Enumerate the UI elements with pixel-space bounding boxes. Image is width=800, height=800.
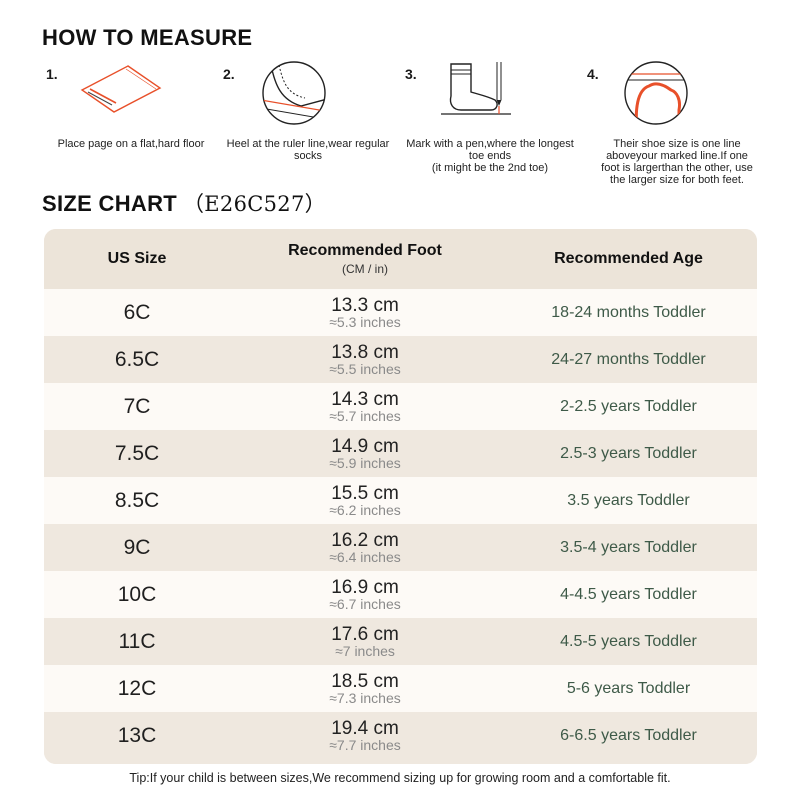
us-size-cell: 11C xyxy=(118,629,156,653)
age-cell: 4-4.5 years Toddler xyxy=(560,585,697,603)
foot-outline-icon xyxy=(624,61,688,125)
measure-step-4: 4. Their shoe size is one line aboveyour… xyxy=(587,60,757,200)
foot-inch-cell: ≈5.9 inches xyxy=(329,454,401,471)
foot-inch-cell: ≈5.5 inches xyxy=(329,360,401,377)
step-number: 4. xyxy=(587,66,599,82)
step-caption: Heel at the ruler line,wear regular sock… xyxy=(226,138,390,162)
table-row: 13C 19.4 cm ≈7.7 inches 6-6.5 years Toddl… xyxy=(44,712,757,764)
us-size-cell: 12C xyxy=(117,676,157,700)
table-row: 6C 13.3 cm ≈5.3 inches 18-24 months Toddl… xyxy=(44,289,757,336)
table-row: 6.5C 13.8 cm ≈5.5 inches 24-27 months Tod… xyxy=(44,336,757,383)
heel-ruler-icon xyxy=(262,61,326,125)
header-foot: Recommended Foot (CM / in) xyxy=(230,229,500,289)
foot-inch-cell: ≈6.2 inches xyxy=(329,501,401,518)
step-number: 2. xyxy=(223,66,235,82)
table-row: 11C 17.6 cm ≈7 inches 4.5-5 years Toddler xyxy=(44,618,757,665)
foot-inch-cell: ≈7 inches xyxy=(335,642,395,659)
foot-inch-cell: ≈7.7 inches xyxy=(329,736,401,753)
foot-cm-cell: 13.8 cm xyxy=(331,341,399,363)
table-row: 10C 16.9 cm ≈6.7 inches 4-4.5 years Toddl… xyxy=(44,571,757,618)
header-age: Recommended Age xyxy=(500,229,757,289)
step-number: 3. xyxy=(405,66,417,82)
foot-inch-cell: ≈7.3 inches xyxy=(329,689,401,706)
step-caption: Their shoe size is one line aboveyour ma… xyxy=(601,138,753,186)
foot-cm-cell: 14.9 cm xyxy=(331,435,399,457)
foot-inch-cell: ≈5.3 inches xyxy=(329,313,401,330)
age-cell: 6-6.5 years Toddler xyxy=(560,726,697,744)
foot-inch-cell: ≈6.4 inches xyxy=(329,548,401,565)
paper-on-floor-icon xyxy=(80,65,162,113)
foot-cm-cell: 17.6 cm xyxy=(331,623,399,645)
foot-cm-cell: 14.3 cm xyxy=(331,388,399,410)
measure-step-3: 3. Mark with a pen,where the longest toe… xyxy=(405,60,575,200)
age-cell: 4.5-5 years Toddler xyxy=(560,632,697,650)
foot-cm-cell: 18.5 cm xyxy=(331,670,399,692)
header-us-size: US Size xyxy=(44,229,230,289)
product-code: （E26C527） xyxy=(183,192,326,216)
step-caption: Mark with a pen,where the longest toe en… xyxy=(406,138,574,174)
us-size-cell: 6.5C xyxy=(114,347,160,371)
age-cell: 2.5-3 years Toddler xyxy=(560,444,697,462)
foot-inch-cell: ≈6.7 inches xyxy=(329,595,401,612)
table-row: 12C 18.5 cm ≈7.3 inches 5-6 years Toddler xyxy=(44,665,757,712)
age-cell: 24-27 months Toddler xyxy=(551,350,706,368)
foot-inch-cell: ≈5.7 inches xyxy=(329,407,401,424)
table-row: 8.5C 15.5 cm ≈6.2 inches 3.5 years Toddle… xyxy=(44,477,757,524)
us-size-cell: 13C xyxy=(117,723,157,747)
us-size-cell: 10C xyxy=(117,582,157,606)
age-cell: 2-2.5 years Toddler xyxy=(560,397,697,415)
table-header: US Size Recommended Foot (CM / in) Recom… xyxy=(44,229,757,289)
age-cell: 5-6 years Toddler xyxy=(566,679,691,697)
foot-cm-cell: 13.3 cm xyxy=(331,294,399,316)
foot-cm-cell: 16.2 cm xyxy=(331,529,399,551)
age-cell: 3.5 years Toddler xyxy=(567,491,690,509)
measure-step-2: 2. Heel at the ruler line,wear regular s… xyxy=(223,60,393,200)
us-size-cell: 8.5C xyxy=(114,488,160,512)
foot-cm-cell: 16.9 cm xyxy=(331,576,399,598)
header-age-label: Recommended Age xyxy=(554,250,703,267)
table-row: 7.5C 14.9 cm ≈5.9 inches 2.5-3 years Todd… xyxy=(44,430,757,477)
step-number: 1. xyxy=(46,66,58,82)
us-size-cell: 7.5C xyxy=(114,441,160,465)
age-cell: 18-24 months Toddler xyxy=(551,303,706,321)
us-size-cell: 6C xyxy=(123,300,151,324)
how-to-measure-title: HOW TO MEASURE xyxy=(42,25,253,50)
us-size-cell: 9C xyxy=(123,535,151,559)
table-row: 9C 16.2 cm ≈6.4 inches 3.5-4 years Toddle… xyxy=(44,524,757,571)
size-chart-table: US Size Recommended Foot (CM / in) Recom… xyxy=(44,229,757,764)
measure-step-1: 1. Place page on a flat,hard floor xyxy=(46,60,216,200)
size-chart-title-text: SIZE CHART xyxy=(42,191,177,216)
us-size-cell: 7C xyxy=(123,394,151,418)
sizing-tip: Tip:If your child is between sizes,We re… xyxy=(129,771,671,785)
header-us-size-label: US Size xyxy=(107,250,167,267)
age-cell: 3.5-4 years Toddler xyxy=(560,538,697,556)
step-caption: Place page on a flat,hard floor xyxy=(57,138,205,150)
foot-cm-cell: 15.5 cm xyxy=(331,482,399,504)
foot-cm-cell: 19.4 cm xyxy=(331,717,399,739)
table-row: 7C 14.3 cm ≈5.7 inches 2-2.5 years Toddle… xyxy=(44,383,757,430)
header-foot-label: Recommended Foot xyxy=(288,242,442,259)
sock-pen-icon xyxy=(441,62,511,115)
size-chart-title: SIZE CHART （E26C527） xyxy=(42,188,326,218)
header-foot-unit: (CM / in) xyxy=(342,262,388,276)
